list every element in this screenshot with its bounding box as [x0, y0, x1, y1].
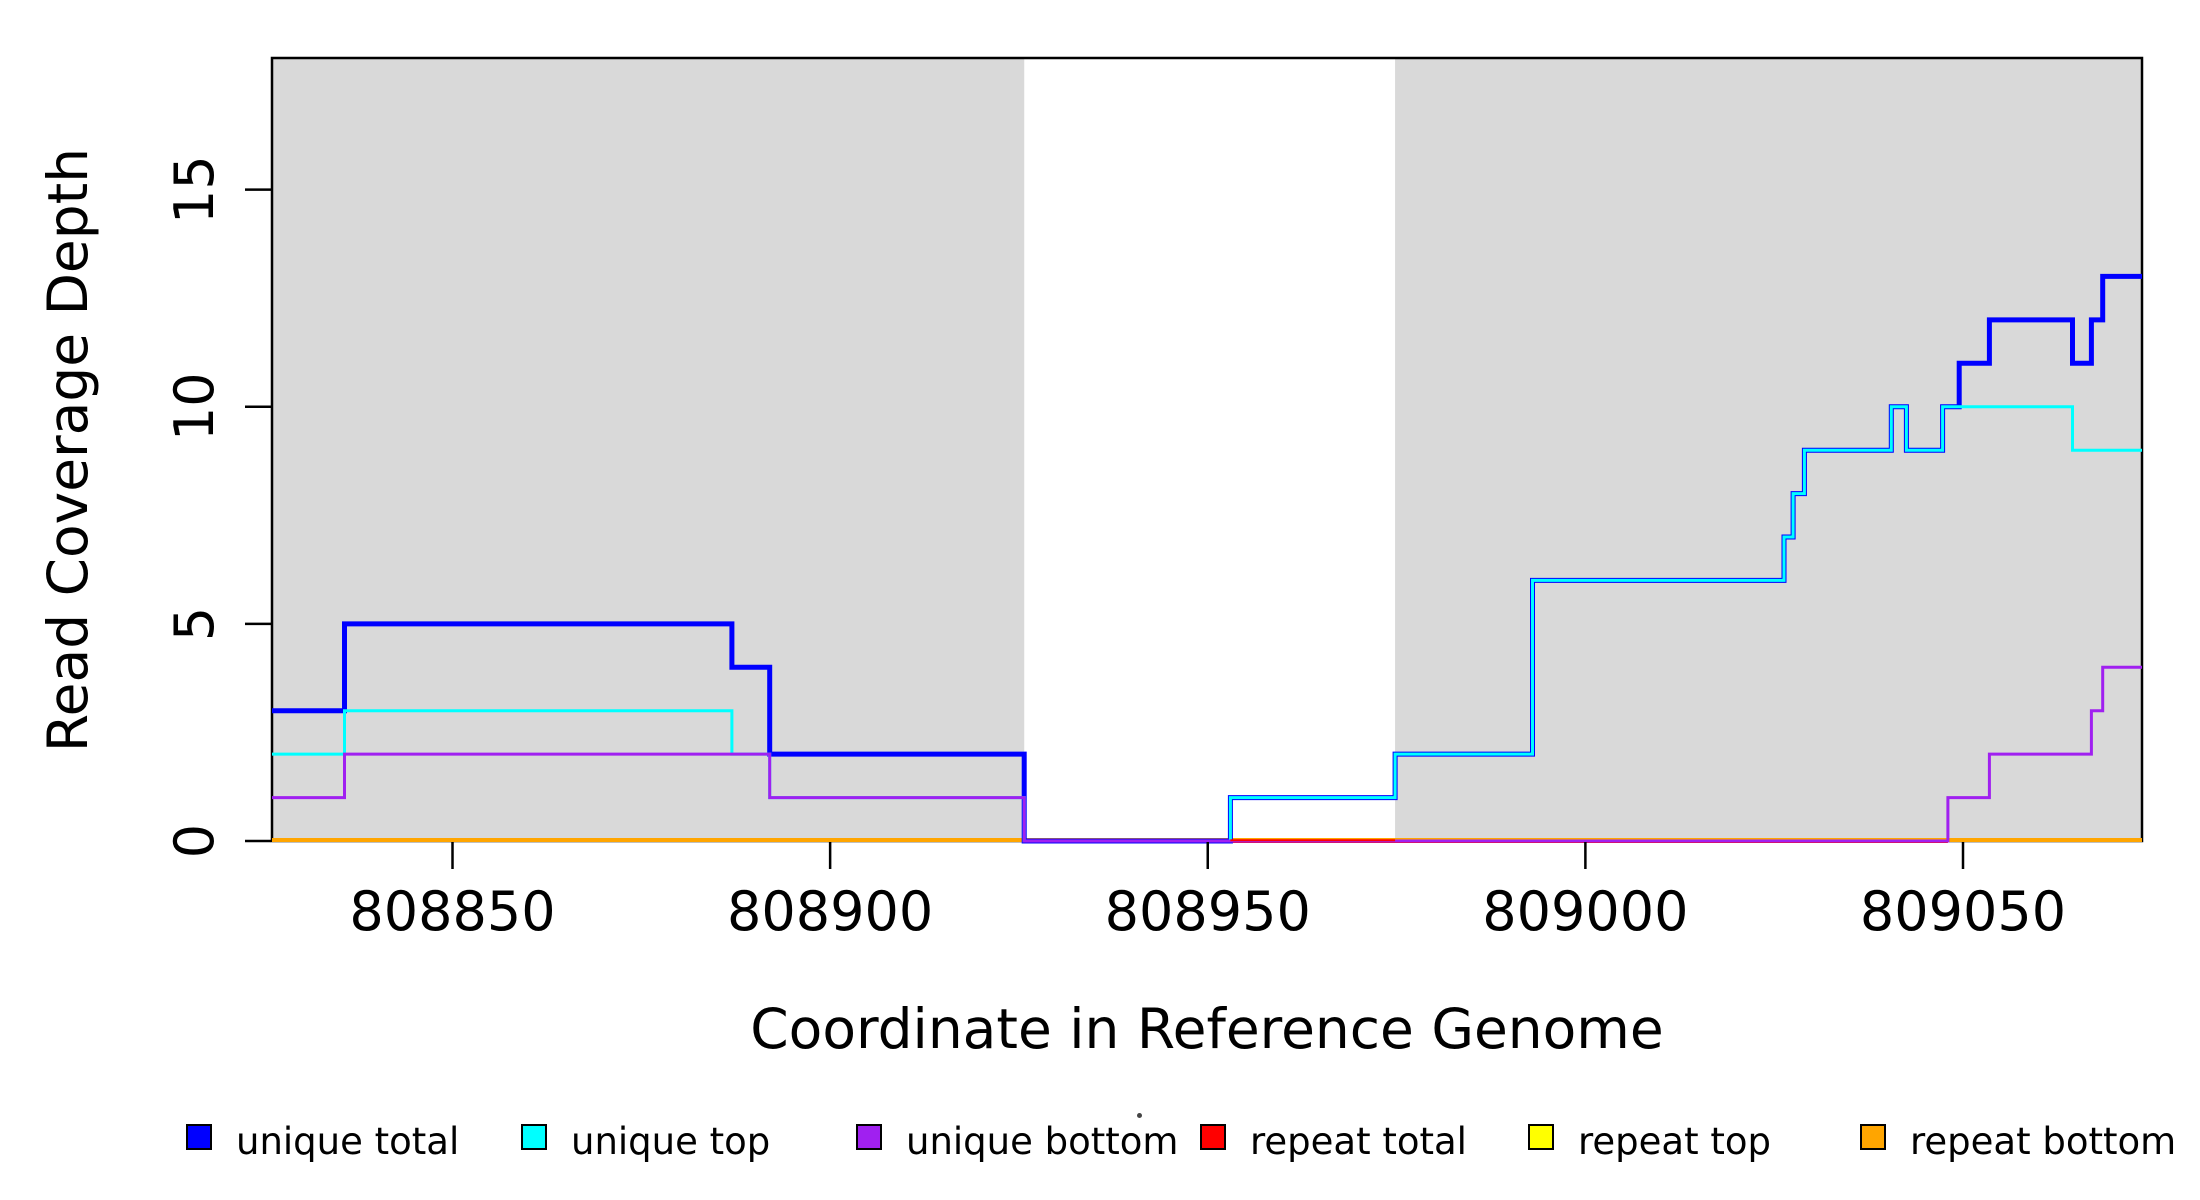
x-axis-title: Coordinate in Reference Genome [750, 997, 1663, 1061]
x-tick-label: 808950 [1105, 880, 1311, 943]
legend-label-repeat-bottom: repeat bottom [1910, 1120, 2177, 1163]
y-tick-label: 10 [163, 372, 226, 441]
y-tick-label: 0 [163, 824, 226, 858]
legend-label-repeat-top: repeat top [1578, 1120, 1771, 1163]
legend-swatch-repeat-top [1528, 1124, 1554, 1150]
legend-label-repeat-total: repeat total [1250, 1120, 1467, 1163]
legend-swatch-unique-bottom [856, 1124, 882, 1150]
legend-swatch-repeat-bottom [1860, 1124, 1886, 1150]
axis-ticks: 808850 808900 808950 809000 809050 0 5 10 15 [163, 155, 2066, 943]
shaded-region [272, 58, 1025, 841]
x-tick-label: 808900 [727, 880, 933, 943]
legend-label-unique-total: unique total [236, 1120, 460, 1163]
y-axis-title: Read Coverage Depth [36, 148, 100, 752]
stray-dot-artifact [1137, 1113, 1142, 1118]
y-tick-label: 5 [163, 607, 226, 641]
legend-label-unique-bottom: unique bottom [906, 1120, 1179, 1163]
legend-swatch-unique-total [186, 1124, 212, 1150]
series-line-unique-bottom [272, 665, 2142, 843]
y-tick-label: 15 [163, 155, 226, 224]
chart-legend: unique total unique top unique bottom re… [0, 1118, 2200, 1178]
x-tick-label: 809050 [1860, 880, 2066, 943]
legend-swatch-unique-top [521, 1124, 547, 1150]
series-lines [272, 273, 2142, 844]
legend-swatch-repeat-total [1200, 1124, 1226, 1150]
x-tick-label: 809000 [1482, 880, 1688, 943]
shaded-region [1395, 58, 2142, 841]
legend-label-unique-top: unique top [571, 1120, 771, 1163]
x-tick-label: 808850 [349, 880, 555, 943]
